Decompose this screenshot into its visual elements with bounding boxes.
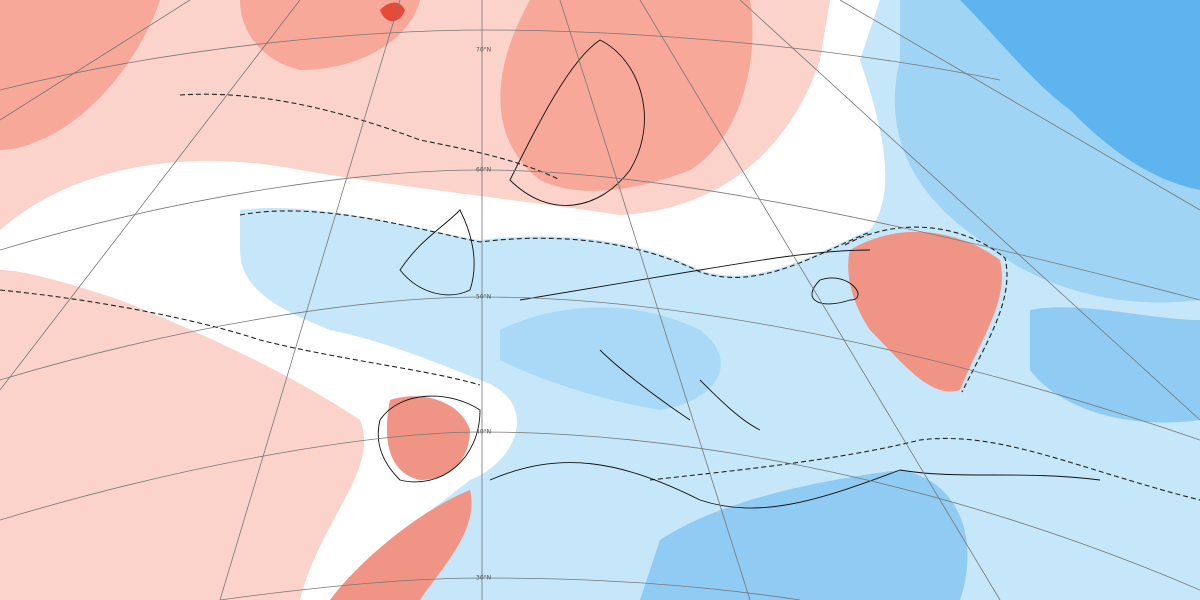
coastline [509,39,645,206]
latitude-label: 70°N [476,47,491,54]
warm-anomaly [848,231,1002,392]
contour [844,226,1008,393]
cool-anomaly-stronger [960,0,1200,190]
contour [239,210,871,278]
cool-anomaly-strong [640,470,968,600]
parallel [0,296,1200,441]
coastline [519,249,871,305]
meridian [739,0,1200,421]
coastline [489,349,1101,509]
warm-anomaly-strong [380,2,405,22]
meridian [0,0,301,391]
parallel [0,431,1200,591]
warm-anomaly [386,396,470,480]
coastline [399,209,475,296]
meridian [839,0,1200,211]
meridian [639,0,1001,600]
warm-anomaly [330,490,472,600]
contour [179,93,561,181]
warm-anomaly [240,0,420,70]
latitude-label: 60°N [476,167,491,174]
latitude-label: 50°N [476,294,491,301]
meridian [559,0,751,600]
parallel [0,169,1200,301]
warm-anomaly [0,0,160,150]
latitude-label: 30°N [476,575,491,582]
meridian [219,0,401,600]
meridian [0,0,191,121]
contour [649,437,1200,501]
contour [0,289,481,386]
warm-anomaly [500,0,753,191]
coastline [377,395,481,483]
cool-anomaly-strong [1030,307,1200,423]
latitude-label: 40°N [476,429,491,436]
